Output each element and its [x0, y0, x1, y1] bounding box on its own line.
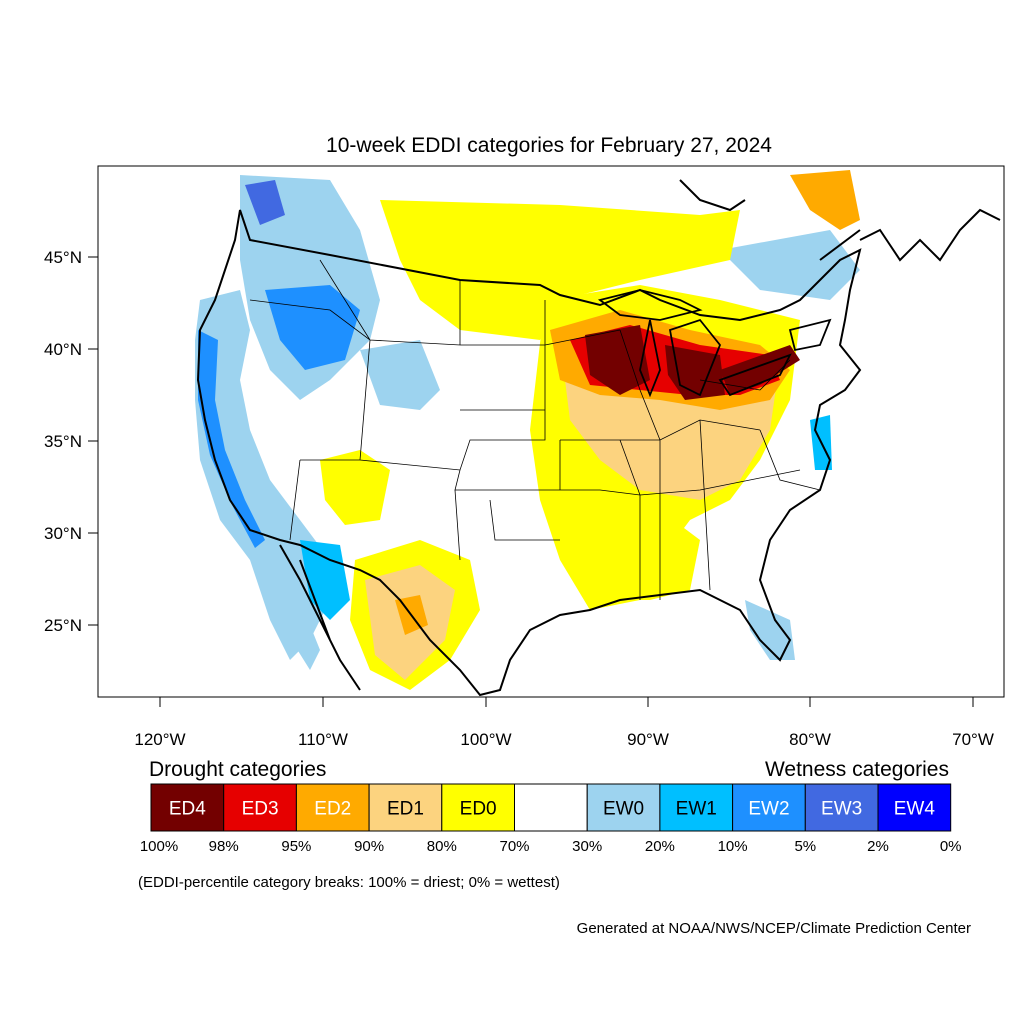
- legend-color-bar: ED4 ED3 ED2 ED1 ED0 EW0 EW1 EW2 EW3 EW4: [150, 783, 952, 832]
- lon-axis: [159, 697, 974, 707]
- wetness-region-northwest-strong: [265, 285, 360, 370]
- legend-break-label: 10%: [718, 838, 748, 855]
- wetness-region-montana: [360, 340, 440, 410]
- legend-box-ew4: [877, 783, 952, 832]
- legend-break-label: 20%: [645, 838, 675, 855]
- legend-box-ed4: [150, 783, 225, 832]
- drought-region-ohio-extreme: [720, 345, 800, 395]
- legend-label-ed2: ED2: [314, 799, 351, 820]
- lat-label-45: 45°N: [44, 248, 82, 267]
- legend-break-label: 5%: [794, 838, 816, 855]
- legend-label-ew3: EW3: [821, 799, 862, 820]
- lat-label-35: 35°N: [44, 432, 82, 451]
- state-lines: [249, 259, 821, 600]
- legend-break-label: 80%: [427, 838, 457, 855]
- credit-line: Generated at NOAA/NWS/NCEP/Climate Predi…: [577, 920, 971, 937]
- legend-box-ew3: [804, 783, 879, 832]
- wetness-region-arizona: [300, 540, 350, 620]
- drought-region-plains-north: [380, 200, 740, 340]
- wetness-region-florida: [745, 600, 795, 660]
- lon-label-110: 110°W: [298, 730, 348, 749]
- legend-box-ed0: [441, 783, 515, 832]
- lat-label-40: 40°N: [44, 340, 82, 359]
- baja-outline: [279, 544, 361, 691]
- legend-label-ew0: EW0: [603, 799, 644, 820]
- boundaries: [196, 179, 1001, 697]
- lon-labels: 120°W 110°W 100°W 90°W 80°W 70°W: [134, 730, 993, 749]
- map-title: 10-week EDDI categories for February 27,…: [326, 134, 772, 157]
- lon-label-90: 90°W: [627, 730, 669, 749]
- drought-region-south: [590, 510, 700, 600]
- legend-break-label: 0%: [940, 838, 962, 855]
- legend-box-ed1: [368, 783, 443, 832]
- wetness-region-baja: [265, 560, 320, 670]
- lon-label-80: 80°W: [789, 730, 831, 749]
- legend-break-label: 2%: [867, 838, 889, 855]
- lat-labels: 45°N 40°N 35°N 30°N 25°N: [44, 248, 82, 635]
- legend-break-label: 98%: [209, 838, 239, 855]
- wetness-heading: Wetness categories: [765, 758, 949, 781]
- wetness-region-ontario: [720, 230, 860, 300]
- drought-region-maine: [790, 170, 860, 230]
- drought-region-lakes-exceptional-mi: [665, 345, 725, 400]
- legend-label-ed1: ED1: [387, 799, 424, 820]
- drought-region-lakes-exceptional-wi: [585, 325, 650, 395]
- wetness-region-west-coast: [195, 290, 330, 660]
- legend-label-ed4: ED4: [169, 799, 206, 820]
- map-frame: [97, 165, 1005, 698]
- canada-coastline: [679, 179, 1001, 262]
- legend-label-ed3: ED3: [242, 799, 279, 820]
- legend-break-label: 100%: [140, 838, 178, 855]
- lat-label-30: 30°N: [44, 524, 82, 543]
- legend-box-ew0: [586, 783, 661, 832]
- lat-label-25: 25°N: [44, 616, 82, 635]
- wetness-region-idaho: [245, 180, 285, 225]
- lon-label-70: 70°W: [952, 730, 994, 749]
- lon-label-120: 120°W: [134, 730, 185, 749]
- legend-note: (EDDI-percentile category breaks: 100% =…: [138, 874, 560, 891]
- great-lakes: [597, 289, 832, 398]
- legend-box-neutral: [514, 783, 588, 832]
- lat-axis: [88, 256, 98, 626]
- legend-box-ed2: [295, 783, 370, 832]
- legend-break-label: 95%: [281, 838, 311, 855]
- legend-box-ed3: [223, 783, 297, 832]
- drought-heading: Drought categories: [149, 758, 326, 781]
- legend-label-ed0: ED0: [460, 799, 497, 820]
- legend-label-ew4: EW4: [894, 799, 936, 820]
- legend-label-ew2: EW2: [748, 799, 789, 820]
- legend-break-label: 70%: [499, 838, 529, 855]
- legend-label-ew1: EW1: [676, 799, 717, 820]
- wetness-region-coast-strong: [198, 330, 265, 548]
- drought-region-southwest: [320, 450, 390, 525]
- legend-breaks: 100% 98% 95% 90% 80% 70% 30% 20% 10% 5% 2% 0%: [140, 838, 962, 855]
- legend-break-label: 30%: [572, 838, 602, 855]
- lon-label-100: 100°W: [460, 730, 511, 749]
- us-outline: [196, 209, 862, 697]
- legend-box-ew1: [659, 783, 734, 832]
- legend-break-label: 90%: [354, 838, 384, 855]
